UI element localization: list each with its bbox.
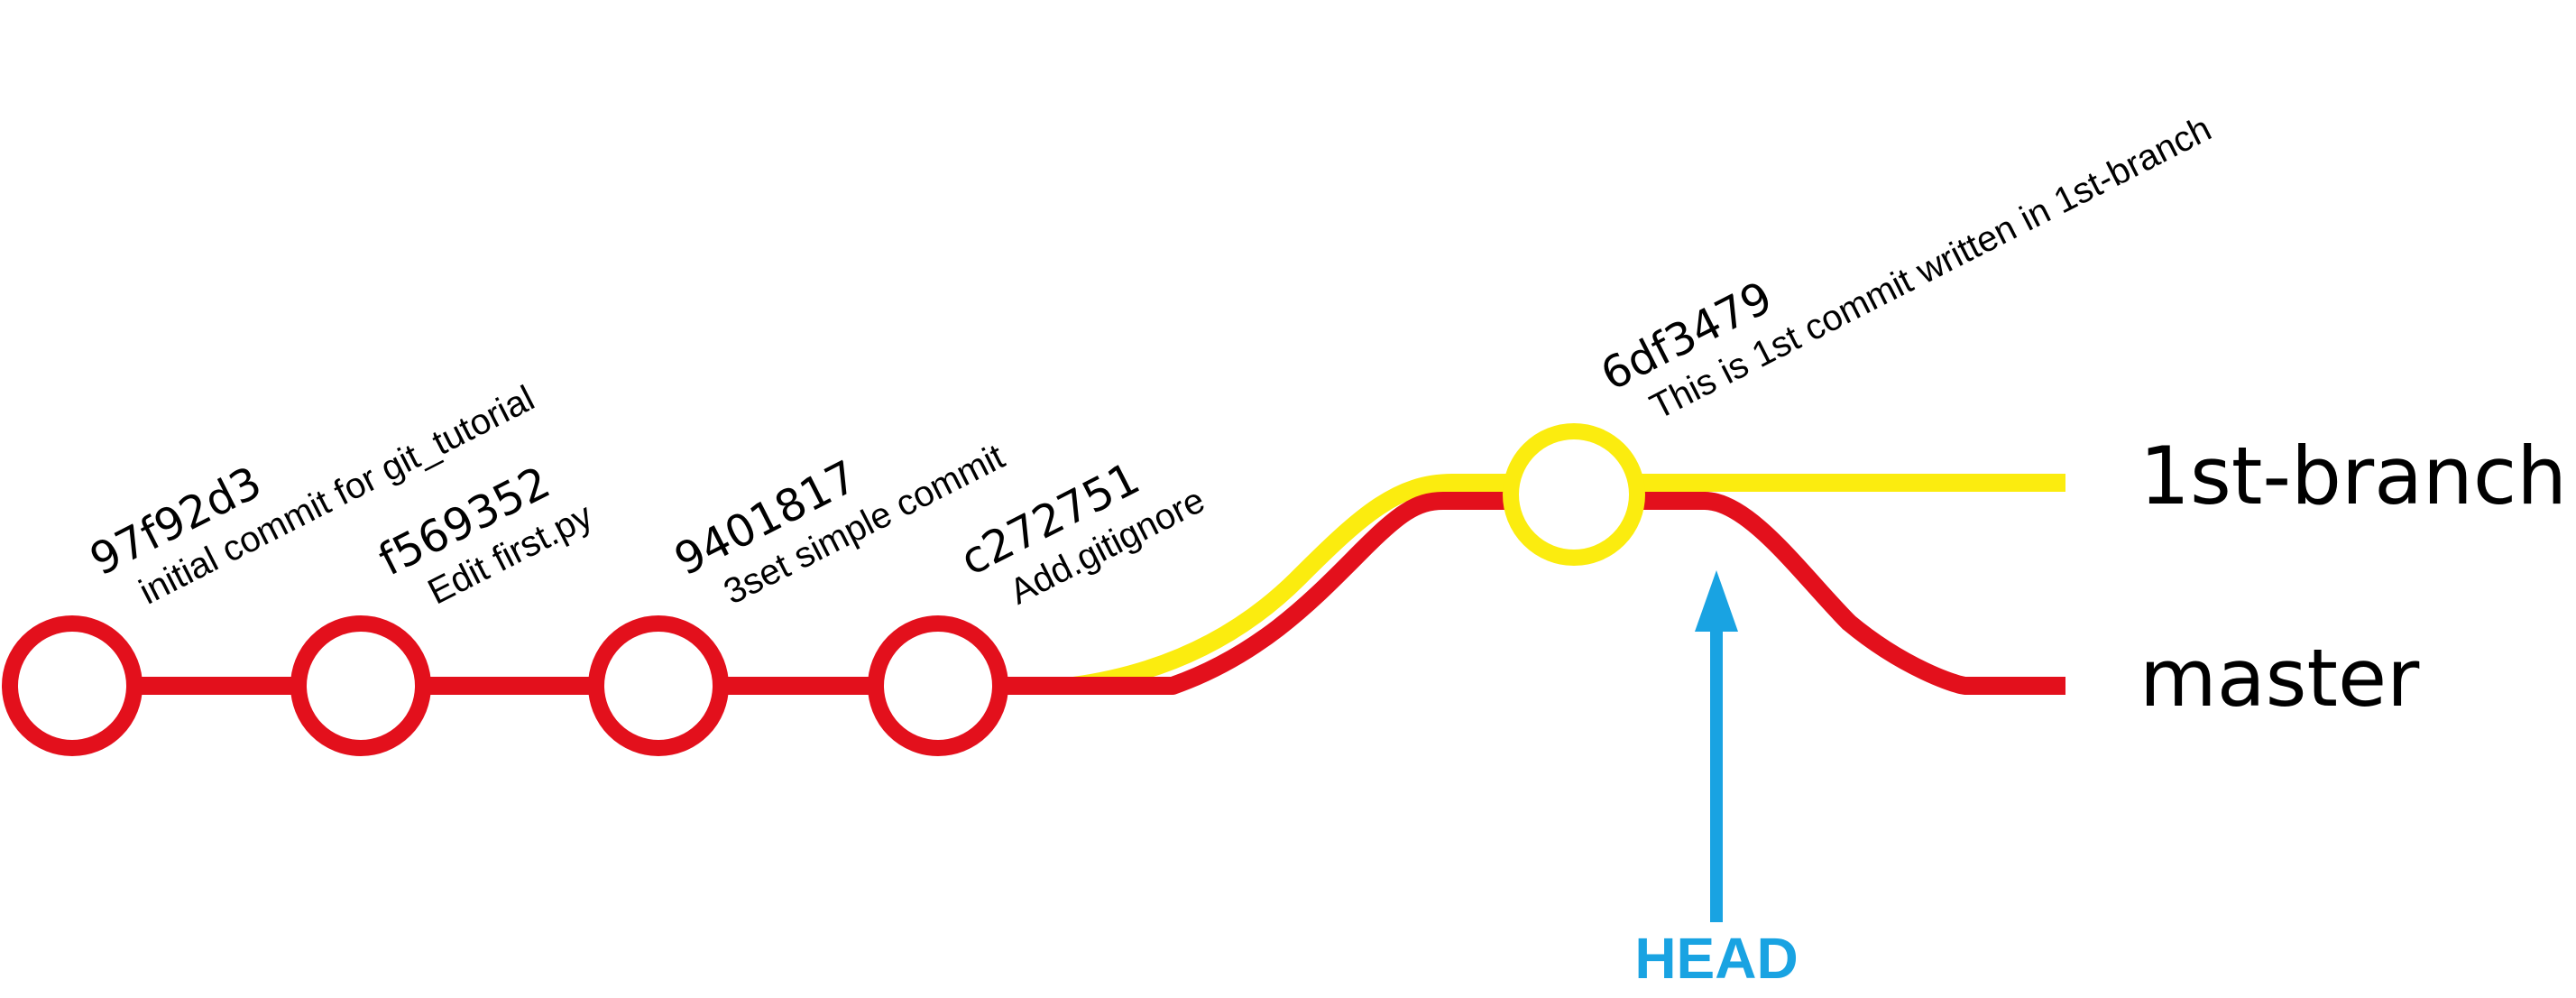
commit-node-97f92d3[interactable]	[2, 615, 143, 756]
first-branch-line	[1072, 474, 2065, 695]
commit-node-f569352[interactable]	[290, 615, 431, 756]
branch-label-master: master	[2139, 632, 2420, 725]
branch-label-1st-branch: 1st-branch	[2139, 430, 2567, 522]
commit-node-c272751[interactable]	[868, 615, 1008, 756]
commit-node-9401817[interactable]	[588, 615, 729, 756]
head-pointer-arrowhead-icon	[1695, 570, 1738, 632]
head-label: HEAD	[1634, 926, 1798, 991]
commit-message: This is 1st commit written in 1st-branch	[1644, 108, 2218, 427]
commit-label-group-6df3479: 6df3479 This is 1st commit written in 1s…	[1593, 108, 2218, 427]
commit-node-6df3479[interactable]	[1503, 423, 1645, 566]
commit-label-group-9401817: 9401817 3set simple commit	[667, 437, 1011, 613]
